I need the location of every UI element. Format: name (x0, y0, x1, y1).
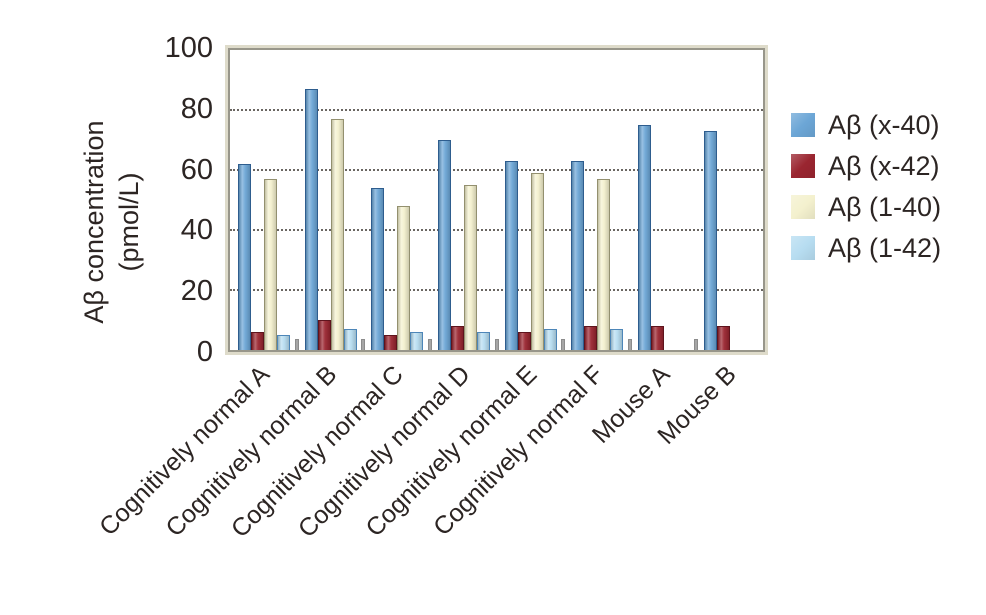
plot-area (228, 48, 765, 352)
gridline-60 (230, 169, 763, 171)
gridline-80 (230, 109, 763, 111)
legend-item: Aβ (1-40) (791, 191, 942, 222)
legend-swatch (791, 113, 815, 137)
bar (371, 188, 385, 350)
bar (504, 161, 518, 350)
legend-swatch (791, 236, 815, 260)
legend: Aβ (x-40) Aβ (x-42) Aβ (1-40) Aβ (1-42) (791, 109, 942, 276)
y-axis-title-line1: Aβ concentration (79, 120, 109, 324)
gridline-20 (230, 289, 763, 291)
bar-group-4 (437, 140, 490, 350)
bar (410, 332, 424, 350)
bar (317, 320, 331, 350)
group-divider (694, 339, 699, 350)
legend-swatch (791, 154, 815, 178)
bar (610, 329, 624, 350)
bar (463, 185, 477, 350)
bar-group-2 (304, 89, 357, 350)
legend-item: Aβ (x-42) (791, 150, 941, 181)
legend-item: Aβ (1-42) (791, 232, 942, 263)
bar-group-7 (637, 125, 664, 350)
bar (530, 173, 544, 350)
bar (476, 332, 490, 350)
bar (597, 179, 611, 350)
group-divider (627, 339, 632, 350)
bar (277, 335, 290, 350)
legend-label: Aβ (1-42) (828, 232, 942, 263)
bar-group-3 (371, 188, 424, 350)
bar-group-8 (704, 131, 731, 350)
gridline-40 (230, 229, 763, 231)
bar (397, 206, 411, 350)
group-divider (494, 339, 499, 350)
bar-group-5 (504, 161, 557, 350)
bar (304, 89, 318, 350)
legend-label: Aβ (x-42) (828, 150, 940, 181)
bar (437, 140, 451, 350)
bar (637, 125, 651, 350)
y-tick-label: 20 (180, 275, 213, 308)
legend-label: Aβ (x-40) (828, 109, 940, 140)
bar (717, 326, 731, 350)
bar (238, 164, 251, 350)
legend-swatch (791, 195, 815, 219)
bar (704, 131, 718, 350)
group-divider (294, 339, 299, 350)
group-divider (427, 339, 432, 350)
bar (571, 161, 585, 350)
bar (343, 329, 357, 350)
bar (450, 326, 464, 350)
bar (543, 329, 557, 350)
bar (384, 335, 398, 350)
y-tick-label: 80 (180, 92, 213, 125)
y-axis-title: Aβ concentration (pmol/L) (77, 57, 149, 387)
y-tick-label: 100 (164, 32, 213, 64)
legend-label: Aβ (1-40) (828, 191, 942, 222)
group-divider (361, 339, 366, 350)
bar (517, 332, 531, 350)
y-tick-label: 40 (180, 214, 213, 247)
y-tick-label: 0 (196, 336, 213, 368)
bar (330, 119, 344, 350)
bar (584, 326, 598, 350)
bar (650, 326, 664, 350)
y-tick-label: 60 (180, 153, 213, 186)
legend-item: Aβ (x-40) (791, 109, 941, 140)
bar-group-1 (238, 164, 290, 350)
bar-group-6 (571, 161, 624, 350)
bar (264, 179, 277, 350)
group-divider (561, 339, 566, 350)
bar (251, 332, 264, 350)
